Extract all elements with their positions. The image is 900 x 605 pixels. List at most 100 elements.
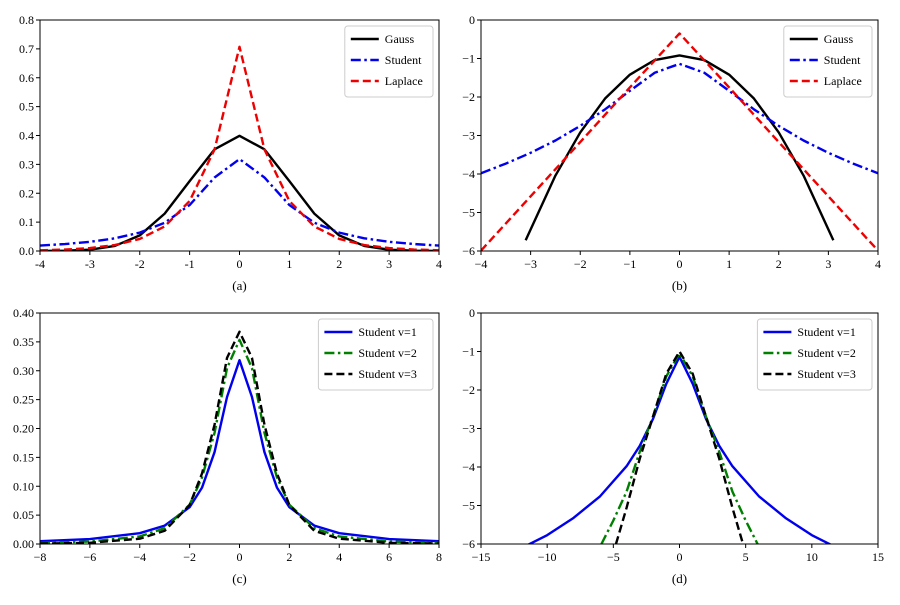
x-tick-label-b: 0 xyxy=(677,257,683,271)
series-line-d-1 xyxy=(600,351,759,544)
y-tick-label-c: 0.15 xyxy=(13,450,34,464)
legend-a: Gauss Student Laplace xyxy=(344,25,434,98)
y-tick-label-c: 0.05 xyxy=(13,508,34,522)
y-tick-label-d: −1 xyxy=(462,345,475,359)
legend-label-c-1: Student v=2 xyxy=(358,346,416,360)
y-tick-label-b: 0 xyxy=(469,13,475,27)
y-tick-label-d: −6 xyxy=(462,537,475,551)
panel-b: −4 −3 −2 −1 0 1 2 3 4 −6 −5 −4 −3 −2 −1 0 (b) Gauss Studen… xyxy=(462,13,881,293)
x-tick-label-c: −2 xyxy=(183,550,196,564)
x-tick-label-b: 4 xyxy=(875,257,881,271)
x-tick-label-b: −1 xyxy=(623,257,636,271)
y-tick-label-b: −5 xyxy=(462,206,475,220)
x-tick-label-c: 4 xyxy=(336,550,342,564)
x-tick-label-b: −3 xyxy=(524,257,537,271)
y-tick-label-a: 0.5 xyxy=(19,100,34,114)
legend-c: Student v=1 Student v=2 Student v=3 xyxy=(317,318,434,391)
x-tick-label-b: −4 xyxy=(475,257,488,271)
x-tick-label-a: -4 xyxy=(35,257,45,271)
y-tick-label-a: 0.4 xyxy=(19,129,34,143)
y-tick-label-a: 0.0 xyxy=(19,244,34,258)
x-tick-label-b: 2 xyxy=(776,257,782,271)
x-tick-label-d: 0 xyxy=(677,550,683,564)
y-tick-label-c: 0.25 xyxy=(13,393,34,407)
legend-box-a xyxy=(344,25,434,98)
y-tick-label-a: 0.8 xyxy=(19,13,34,27)
x-tick-label-d: −5 xyxy=(607,550,620,564)
x-tick-label-a: 3 xyxy=(386,257,392,271)
series-line-a-0 xyxy=(40,134,439,251)
series-line-c-1 xyxy=(40,338,439,544)
x-tick-label-d: −15 xyxy=(472,550,491,564)
x-tick-label-d: −10 xyxy=(538,550,557,564)
legend-label-a-0: Gauss xyxy=(385,32,415,46)
y-tick-label-c: 0.30 xyxy=(13,364,34,378)
x-tick-label-c: 0 xyxy=(237,550,243,564)
legend-label-a-2: Laplace xyxy=(385,74,423,88)
legend-label-b-0: Gauss xyxy=(824,32,854,46)
x-tick-label-c: 2 xyxy=(286,550,292,564)
x-tick-label-a: -3 xyxy=(85,257,95,271)
panel-a: -4 -3 -2 -1 0 1 2 3 4 0.0 0.1 0.2 0.3 0.4 0.5 0.6 0.7 0.8… xyxy=(19,13,442,293)
legend-b: Gauss Student Laplace xyxy=(783,25,873,98)
y-tick-label-d: −2 xyxy=(462,383,475,397)
x-tick-label-b: −2 xyxy=(574,257,587,271)
x-tick-label-a: -1 xyxy=(185,257,195,271)
series-line-a-1 xyxy=(40,157,439,247)
x-tick-label-d: 5 xyxy=(743,550,749,564)
legend-label-c-0: Student v=1 xyxy=(358,325,416,339)
y-tick-label-c: 0.10 xyxy=(13,479,34,493)
legend-box-b xyxy=(783,25,873,98)
y-tick-label-b: −2 xyxy=(462,90,475,104)
y-tick-label-d: 0 xyxy=(469,306,475,320)
legend-label-d-1: Student v=2 xyxy=(797,346,855,360)
y-tick-label-c: 0.20 xyxy=(13,422,34,436)
x-tick-label-a: -2 xyxy=(135,257,145,271)
y-tick-label-a: 0.3 xyxy=(19,157,34,171)
series-line-b-1 xyxy=(481,62,878,175)
y-tick-label-d: −4 xyxy=(462,460,475,474)
panel-label-d: (d) xyxy=(672,571,687,586)
series-line-d-2 xyxy=(614,350,745,544)
x-tick-label-d: 15 xyxy=(872,550,884,564)
series-line-d-0 xyxy=(526,355,833,544)
series-line-c-2 xyxy=(40,330,439,544)
series-line-c-0 xyxy=(40,358,439,543)
legend-label-a-1: Student xyxy=(385,53,422,67)
series-line-b-2 xyxy=(481,32,878,251)
x-tick-label-a: 0 xyxy=(237,257,243,271)
y-tick-label-d: −5 xyxy=(462,499,475,513)
y-tick-label-c: 0.35 xyxy=(13,335,34,349)
panel-label-c: (c) xyxy=(232,571,246,586)
x-tick-label-c: 8 xyxy=(436,550,442,564)
legend-box-d xyxy=(756,318,873,391)
x-tick-label-a: 4 xyxy=(436,257,442,271)
legend-d: Student v=1 Student v=2 Student v=3 xyxy=(756,318,873,391)
x-tick-label-a: 2 xyxy=(336,257,342,271)
y-tick-label-b: −1 xyxy=(462,52,475,66)
legend-label-b-2: Laplace xyxy=(824,74,862,88)
y-tick-label-a: 0.2 xyxy=(19,186,34,200)
legend-label-b-1: Student xyxy=(824,53,861,67)
x-tick-label-c: −8 xyxy=(34,550,47,564)
legend-label-d-0: Student v=1 xyxy=(797,325,855,339)
y-tick-label-a: 0.1 xyxy=(19,215,34,229)
panel-label-b: (b) xyxy=(672,278,687,293)
y-tick-label-b: −4 xyxy=(462,167,475,181)
y-tick-label-c: 0.00 xyxy=(13,537,34,551)
series-line-b-0 xyxy=(524,54,835,241)
x-tick-label-d: 10 xyxy=(806,550,818,564)
x-tick-label-c: −4 xyxy=(133,550,146,564)
legend-box-c xyxy=(317,318,434,391)
y-tick-label-b: −3 xyxy=(462,129,475,143)
x-tick-label-c: −6 xyxy=(83,550,96,564)
x-tick-label-b: 3 xyxy=(825,257,831,271)
panel-d: −15 −10 −5 0 5 10 15−6−5−4−3−2−10(d)Student v=… xyxy=(462,306,884,586)
y-tick-label-d: −3 xyxy=(462,422,475,436)
y-tick-label-c: 0.40 xyxy=(13,306,34,320)
legend-label-c-2: Student v=3 xyxy=(358,367,416,381)
series-line-a-2 xyxy=(40,45,439,251)
y-tick-label-b: −6 xyxy=(462,244,475,258)
